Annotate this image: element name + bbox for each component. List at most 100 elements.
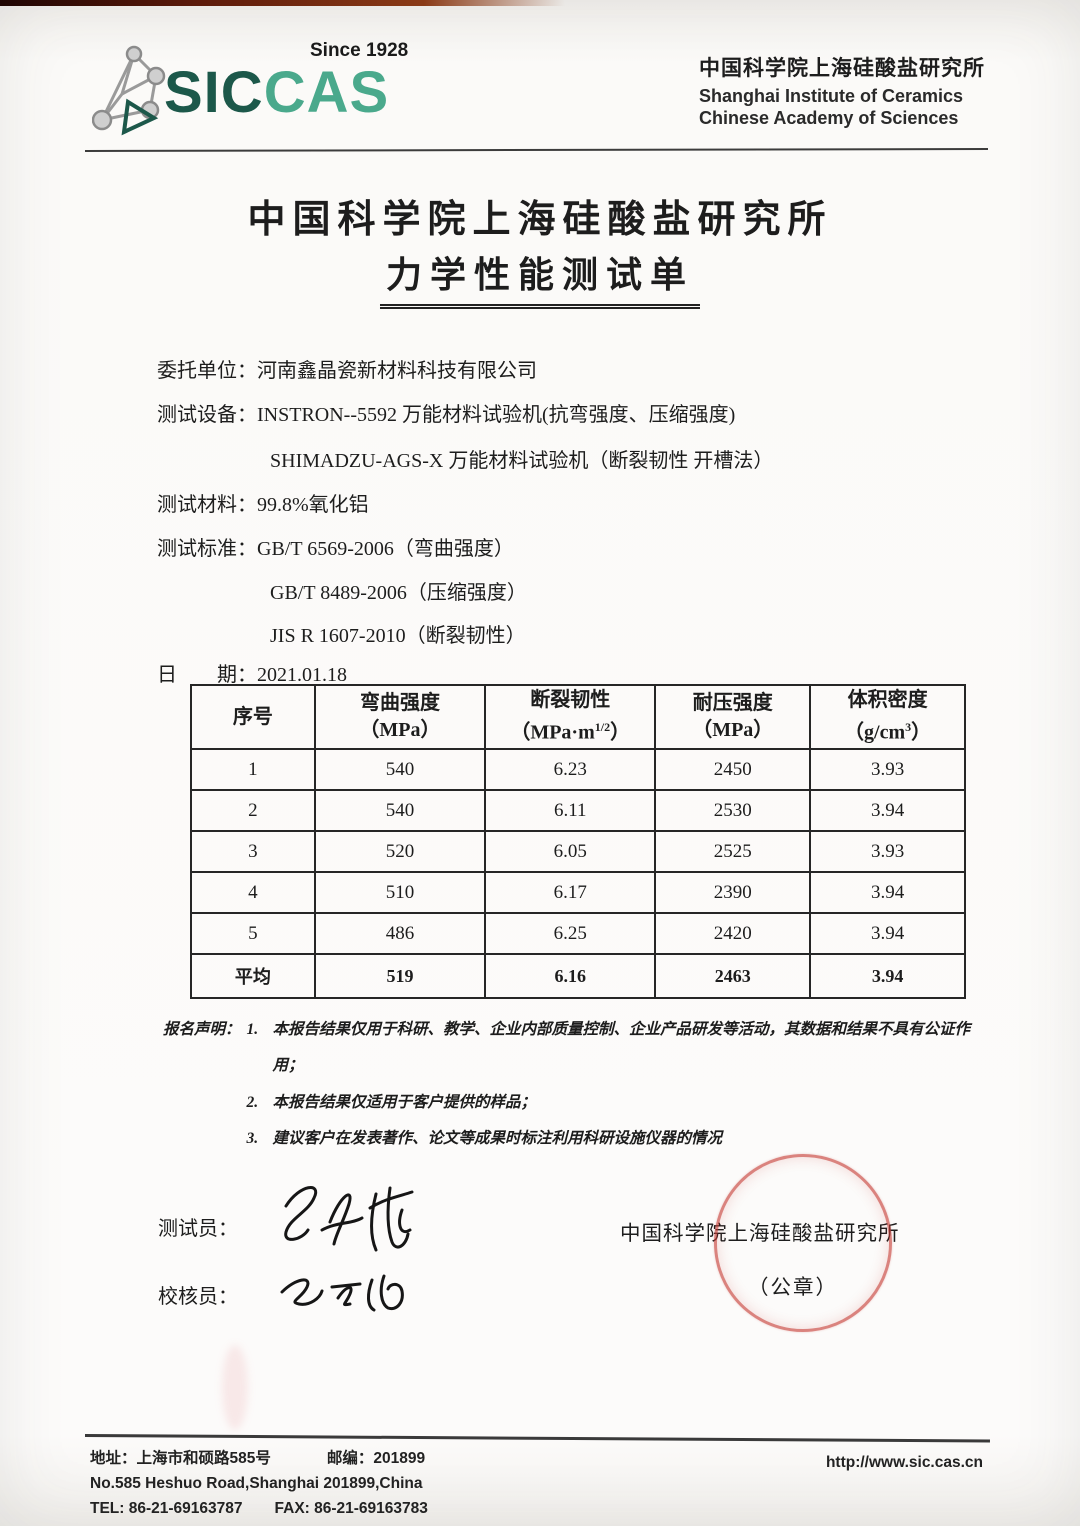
document-title-org: 中国科学院上海硅酸盐研究所 (247, 199, 833, 241)
reviewer-signature (280, 1274, 404, 1312)
institute-name-en2: Chinese Academy of Sciences (699, 108, 959, 128)
report-disclaimer: 报名声明： 1. 本报告结果仅用于科研、教学、企业内部质量控制、企业产品研发等活… (163, 1012, 993, 1158)
equipment-row: 测试设备：INSTRON--5592 万能材料试验机(抗弯强度、压缩强度) (157, 398, 735, 427)
table-row: 2 540 6.11 2530 3.94 (190, 789, 966, 832)
results-table-wrap: 序号 弯曲强度 （MPa） 断裂韧性 （MPa·m1/2） 耐压强度 （MPa） 体积… (190, 684, 966, 999)
equipment-value-1: INSTRON--5592 万能材料试验机(抗弯强度、压缩强度) (257, 404, 736, 426)
standard-value-3: JIS R 1607-2010（断裂韧性） (270, 625, 526, 647)
footer-tel-fax: TEL: 86-21-69163787 FAX: 86-21-69163783 (90, 1496, 428, 1521)
table-cell: 3.94 (809, 912, 966, 955)
table-cell: 3.93 (809, 830, 966, 873)
scan-smudge-artifact (222, 1345, 248, 1430)
footer-address-en: No.585 Heshuo Road,Shanghai 201899,China (90, 1475, 423, 1492)
institute-header: 中国科学院上海硅酸盐研究所 Shanghai Institute of Cera… (699, 52, 985, 129)
col-header-toughness: 断裂韧性 （MPa·m1/2） (484, 684, 657, 750)
logo-triangle (121, 98, 159, 136)
table-cell: 6.25 (484, 912, 657, 955)
table-cell: 2450 (654, 748, 812, 791)
table-cell: 3.94 (809, 953, 966, 999)
standard-row-2: GB/T 8489-2006（压缩强度） (270, 576, 527, 605)
table-row: 5 486 6.25 2420 3.94 (190, 912, 966, 955)
header-divider (84, 148, 989, 152)
footer-divider (84, 1434, 990, 1443)
table-cell: 486 (313, 912, 487, 955)
equipment-row-2: SHIMADZU-AGS-X 万能材料试验机（断裂韧性 开槽法） (270, 444, 773, 473)
equipment-value-2: SHIMADZU-AGS-X 万能材料试验机（断裂韧性 开槽法） (270, 450, 774, 472)
table-cell: 540 (313, 748, 487, 791)
molecule-icon (92, 45, 166, 136)
table-cell: 2525 (654, 830, 812, 873)
disclaimer-item: 2. 本报告结果仅适用于客户提供的样品； (246, 1093, 537, 1111)
material-row: 测试材料：99.8%氧化铝 (157, 488, 369, 517)
client-label: 委托单位： (157, 360, 257, 382)
table-average-row: 平均 519 6.16 2463 3.94 (190, 953, 966, 999)
table-row: 4 510 6.17 2390 3.94 (190, 871, 966, 914)
standard-row-3: JIS R 1607-2010（断裂韧性） (270, 619, 526, 648)
footer-url: http://www.sic.cas.cn (825, 1454, 983, 1471)
table-cell: 510 (313, 871, 487, 914)
table-cell: 3.93 (809, 748, 966, 791)
results-table: 序号 弯曲强度 （MPa） 断裂韧性 （MPa·m1/2） 耐压强度 （MPa） 体积… (190, 684, 966, 999)
col-header-index: 序号 (190, 684, 316, 750)
table-row: 3 520 6.05 2525 3.93 (190, 830, 966, 873)
scan-edge-artifact (0, 0, 565, 6)
table-cell: 2463 (654, 953, 812, 999)
table-cell: 5 (190, 912, 316, 955)
table-cell: 1 (190, 748, 316, 791)
footer-address: 地址：上海市和硕路585号 (90, 1450, 271, 1467)
col-header-density: 体积密度 （g/cm3） (809, 684, 966, 750)
client-row: 委托单位：河南鑫晶瓷新材料科技有限公司 (157, 354, 537, 383)
table-cell: 3 (190, 830, 316, 873)
table-cell: 520 (313, 830, 487, 873)
table-cell: 6.23 (484, 748, 657, 791)
logo-since-text: Since 1928 (310, 40, 409, 61)
col-header-flexural: 弯曲强度 （MPa） (313, 684, 487, 750)
standard-value-2: GB/T 8489-2006（压缩强度） (270, 582, 527, 604)
date-value: 2021.01.18 (257, 664, 347, 686)
disclaimer-label: 报名声明： (163, 1021, 241, 1038)
table-cell: 6.11 (484, 789, 657, 832)
table-cell: 2390 (654, 871, 812, 914)
table-header-row: 序号 弯曲强度 （MPa） 断裂韧性 （MPa·m1/2） 耐压强度 （MPa） 体积… (190, 684, 966, 750)
material-label: 测试材料： (157, 494, 257, 516)
siccas-logo: Since 1928 SICCAS (92, 40, 452, 140)
tester-signature (284, 1186, 414, 1252)
institute-name-cn: 中国科学院上海硅酸盐研究所 (699, 57, 985, 80)
table-cell: 519 (313, 953, 487, 999)
table-cell: 3.94 (809, 789, 966, 832)
table-cell: 2530 (654, 789, 812, 832)
table-cell: 6.05 (484, 830, 657, 873)
table-cell: 平均 (190, 953, 316, 999)
equipment-label: 测试设备： (157, 404, 257, 426)
footer-tel: TEL: 86-21-69163787 (90, 1500, 243, 1517)
seal-institute-name: 中国科学院上海硅酸盐研究所 (620, 1223, 900, 1245)
date-label: 日 期： (157, 664, 257, 686)
disclaimer-item: 1. 本报告结果仅用于科研、教学、企业内部质量控制、企业产品研发等活动，其数据和… (246, 1021, 971, 1075)
logo-wordmark: SICCAS (164, 64, 389, 122)
table-cell: 6.17 (484, 871, 657, 914)
standard-row: 测试标准：GB/T 6569-2006（弯曲强度） (157, 532, 514, 561)
date-row: 日 期：2021.01.18 (157, 658, 347, 687)
document-title: 力学性能测试单 (379, 246, 701, 309)
client-value: 河南鑫晶瓷新材料科技有限公司 (257, 360, 537, 382)
seal-caption: （公章） (748, 1277, 838, 1299)
tester-label: 测试员： (158, 1218, 238, 1240)
institute-name-en1: Shanghai Institute of Ceramics (699, 86, 964, 106)
reviewer-label: 校核员： (158, 1286, 238, 1308)
disclaimer-items: 1. 本报告结果仅用于科研、教学、企业内部质量控制、企业产品研发等活动，其数据和… (247, 1012, 993, 1158)
footer-contact: 地址：上海市和硕路585号 邮编：201899 No.585 Heshuo Roa… (90, 1446, 428, 1521)
standard-value-1: GB/T 6569-2006（弯曲强度） (257, 538, 514, 560)
standard-label: 测试标准： (157, 538, 257, 560)
material-value: 99.8%氧化铝 (257, 494, 369, 516)
table-cell: 2 (190, 789, 316, 832)
footer-fax: FAX: 86-21-69163783 (274, 1500, 428, 1517)
table-cell: 3.94 (809, 871, 966, 914)
table-cell: 540 (313, 789, 487, 832)
official-seal-stamp (705, 1145, 901, 1341)
disclaimer-item: 3. 建议客户在发表著作、论文等成果时标注利用科研设施仪器的情况 (246, 1130, 723, 1148)
col-header-compressive: 耐压强度 （MPa） (654, 684, 812, 750)
table-row: 1 540 6.23 2450 3.93 (190, 748, 966, 791)
logo-cas-text: CAS (263, 60, 390, 125)
table-cell: 2420 (654, 912, 812, 955)
footer-address-line: 地址：上海市和硕路585号 邮编：201899 (90, 1446, 428, 1471)
